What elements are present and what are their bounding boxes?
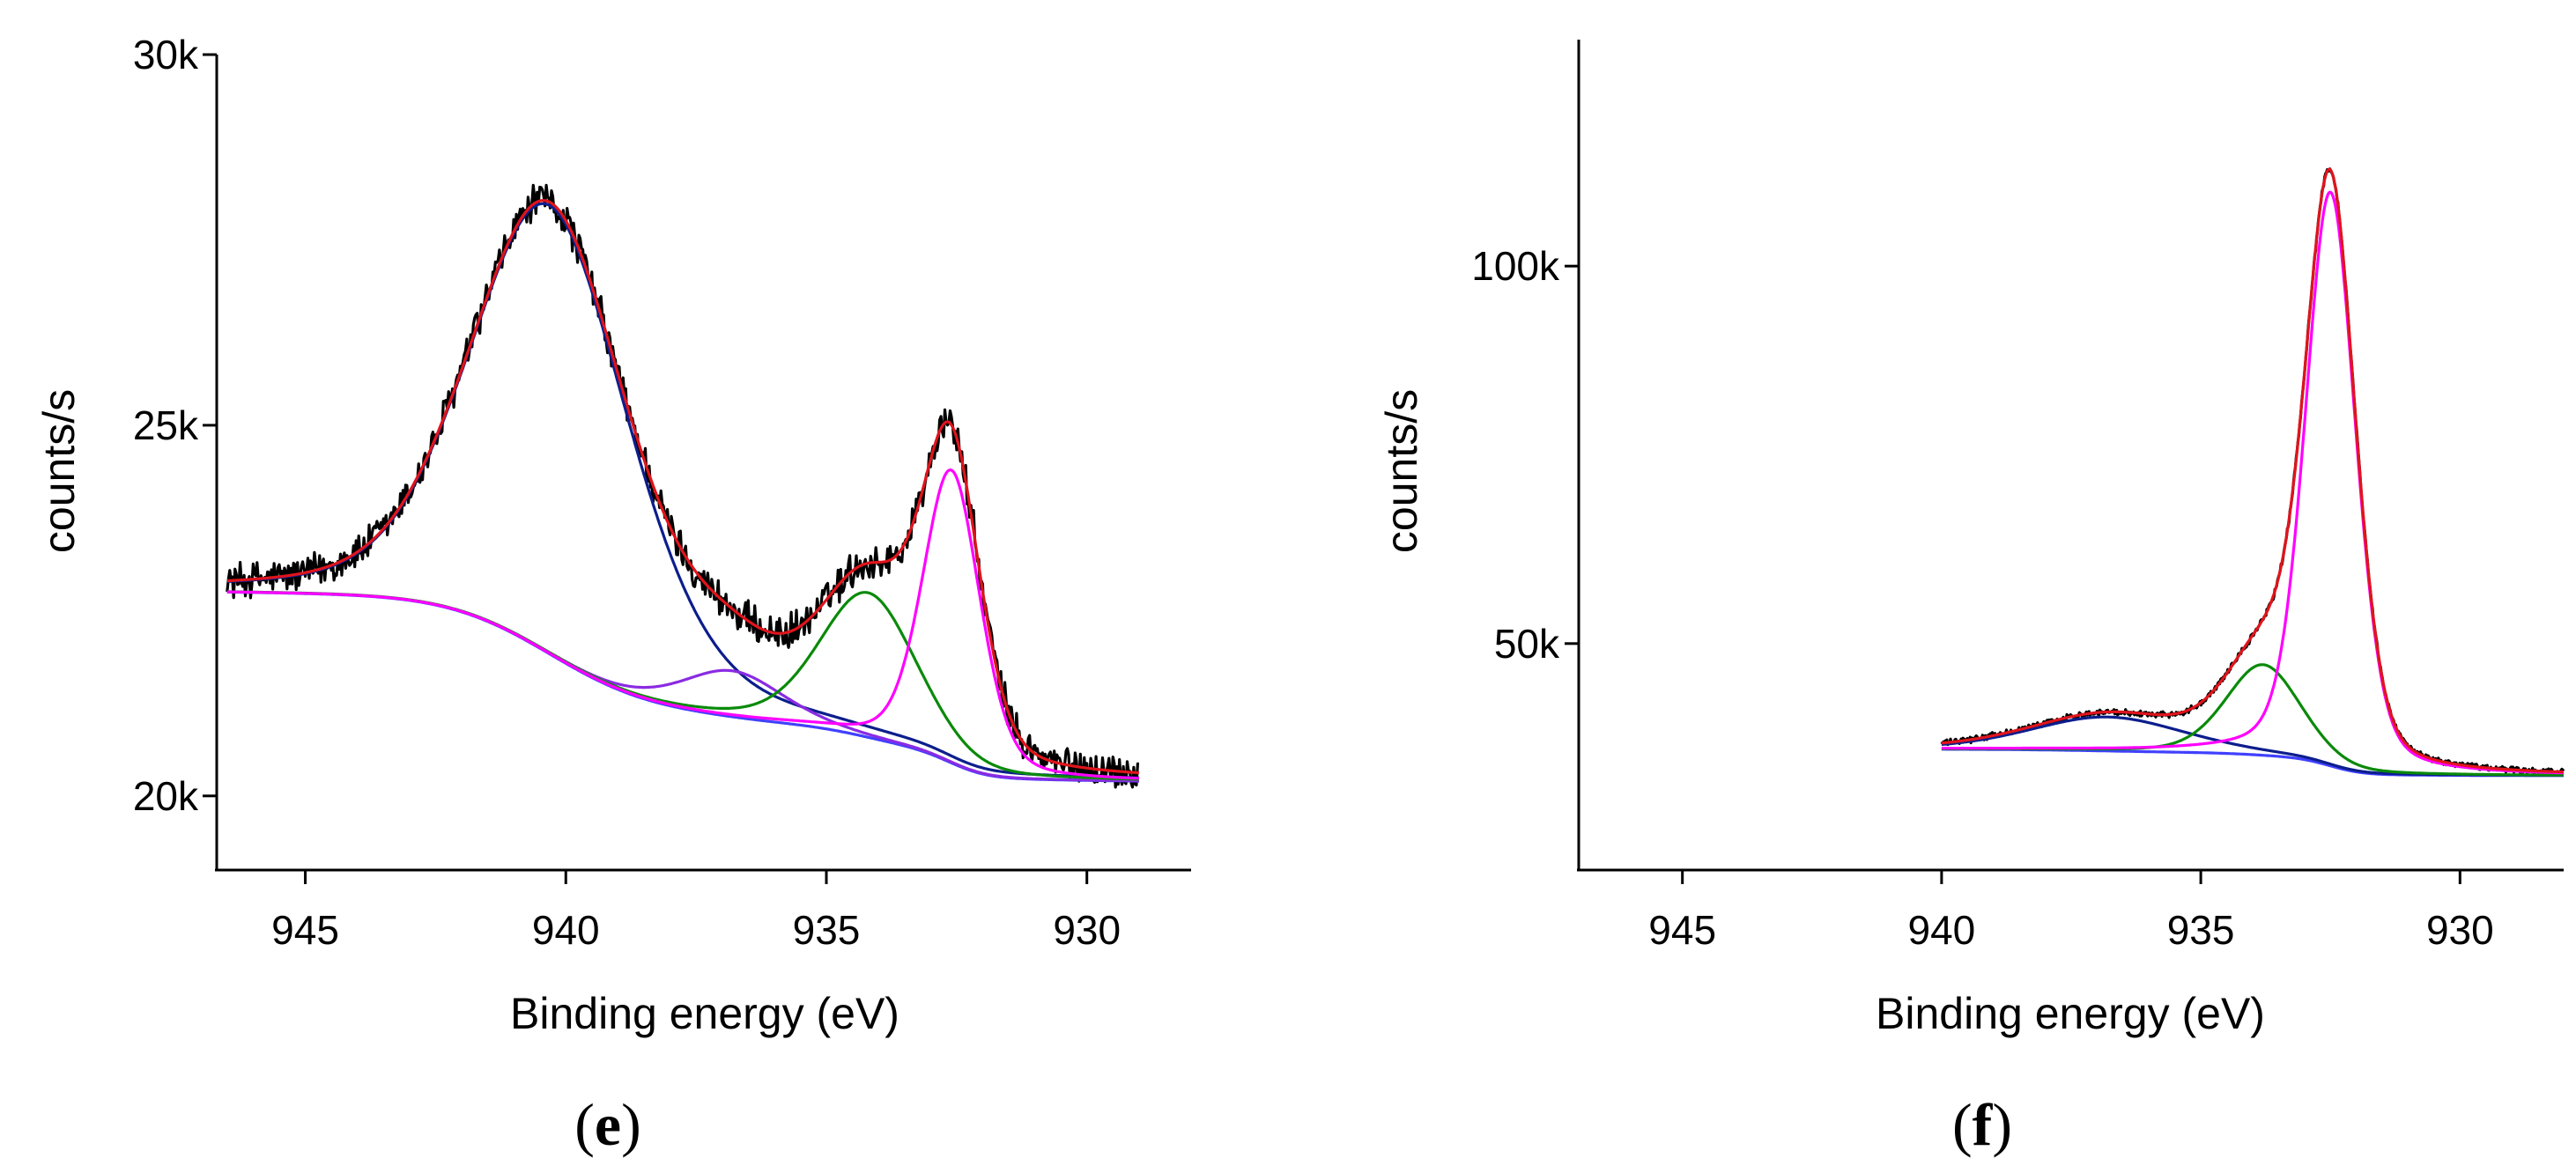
y-tick-label: 25k: [133, 402, 199, 448]
y-axis-label-f: counts/s: [1377, 389, 1426, 553]
y-tick-label: 30k: [133, 32, 199, 77]
x-tick-label: 935: [793, 907, 861, 953]
panel-label-e-letter: e: [595, 1091, 621, 1158]
panel-label-f-close: ): [1992, 1091, 2012, 1158]
fit-envelope: [1941, 167, 2565, 774]
ticks-f: 945 940 935 930 50k 100k: [1471, 243, 2493, 953]
x-tick-label: 935: [2167, 907, 2235, 953]
x-axis-label-f: Binding energy (eV): [1876, 989, 2265, 1038]
component-cu2-main: [226, 468, 1139, 780]
x-axis-label-e: Binding energy (eV): [510, 989, 899, 1038]
panel-label-e-close: ): [621, 1091, 641, 1158]
panel-label-f: (f): [1952, 1091, 2012, 1158]
x-tick-label: 940: [532, 907, 600, 953]
component-cu2-main: [1941, 190, 2565, 775]
y-tick-label: 20k: [133, 773, 199, 819]
x-tick-label: 930: [2426, 907, 2494, 953]
chart-panel-e: 945 940 935 930 20k 25k 30k Binding energy (eV…: [34, 32, 1191, 1158]
x-tick-label: 945: [1648, 907, 1716, 953]
x-tick-label: 940: [1908, 907, 1976, 953]
panel-label-f-letter: f: [1973, 1091, 1994, 1158]
background-line: [1941, 748, 2565, 778]
y-axis-label-e: counts/s: [34, 389, 84, 553]
fit-envelope: [226, 199, 1140, 775]
component-cu2-second: [1941, 663, 2565, 777]
x-tick-label: 930: [1053, 907, 1121, 953]
panel-label-e: (e): [574, 1091, 641, 1158]
y-tick-label: 100k: [1471, 243, 1560, 289]
plot-area-f: [1940, 167, 2565, 778]
y-tick-label: 50k: [1494, 621, 1560, 667]
panel-label-f-open: (: [1952, 1091, 1973, 1158]
x-tick-label: 945: [271, 907, 339, 953]
panel-label-e-open: (: [574, 1091, 595, 1158]
ticks-e: 945 940 935 930 20k 25k 30k: [133, 32, 1121, 953]
raw-spectrum: [1940, 167, 2565, 776]
plot-area-e: [226, 183, 1140, 789]
